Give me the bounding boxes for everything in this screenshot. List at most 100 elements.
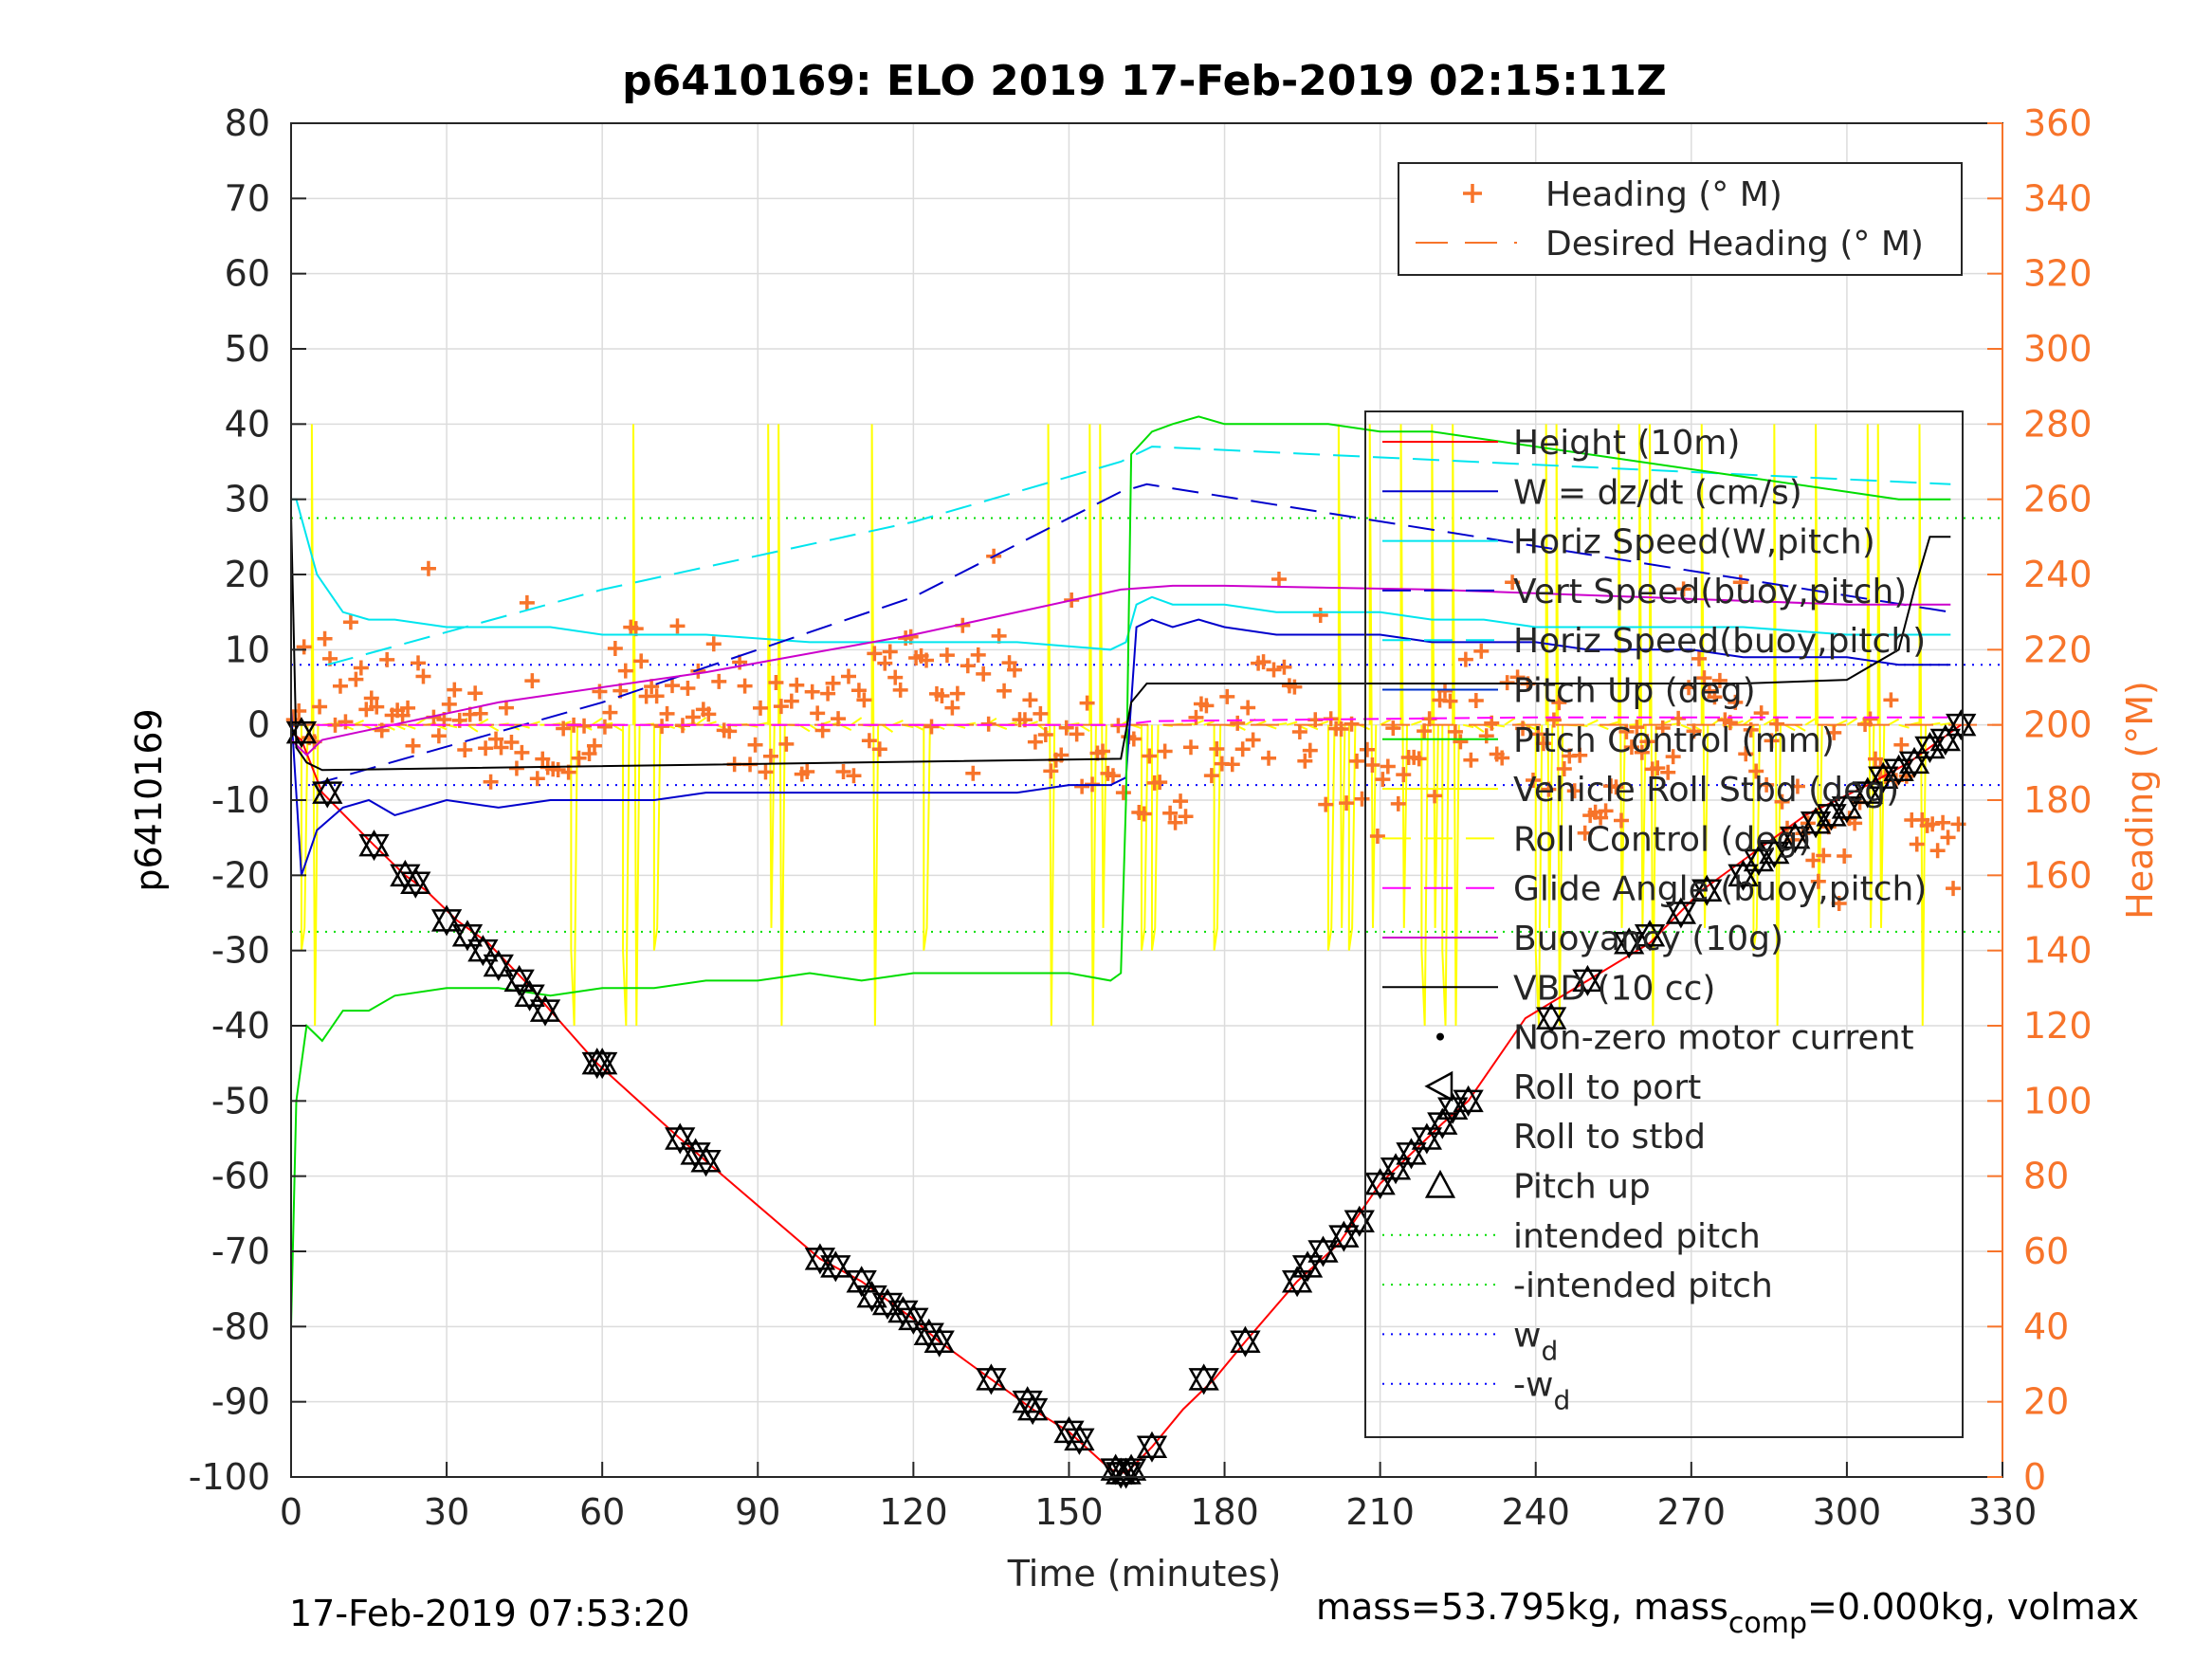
heading-point (1209, 740, 1225, 757)
heading-point (633, 653, 649, 669)
pitch-up-marker (1868, 761, 1899, 789)
heading-point (1349, 753, 1365, 769)
heading-point (415, 668, 431, 684)
pitch-up-marker (1437, 1092, 1469, 1121)
y-tick-label: -70 (211, 1231, 270, 1272)
heading-point (1333, 721, 1349, 738)
heading-point (457, 742, 473, 758)
heading-point (411, 655, 427, 671)
heading-point (820, 685, 836, 702)
x-tick-label: 150 (1034, 1491, 1104, 1533)
y-right-tick-label: 340 (2023, 177, 2093, 219)
y-tick-label: 30 (225, 479, 270, 520)
heading-point (1240, 700, 1256, 716)
heading-point (649, 688, 665, 704)
heading-point (1530, 726, 1546, 742)
heading-point (825, 675, 841, 691)
heading-point (1623, 739, 1639, 756)
heading-point (1266, 662, 1282, 678)
y-right-tick-label: 160 (2023, 854, 2093, 896)
heading-point (400, 700, 416, 716)
roll-marker (467, 939, 499, 967)
pitch-up-marker (1831, 792, 1863, 819)
heading-point (519, 594, 535, 611)
heading-point (1178, 809, 1194, 825)
legend-label: intended pitch (1513, 1217, 1761, 1256)
y-right-tick-label: 140 (2023, 930, 2093, 972)
heading-point (949, 685, 965, 702)
roll-marker (1634, 924, 1666, 952)
legend-label: Roll Control (deg) (1513, 820, 1811, 859)
roll-marker (1728, 864, 1759, 891)
pitch-up-marker (1380, 1153, 1412, 1180)
y-right-tick-label: 320 (2023, 253, 2093, 295)
roll-marker (846, 1269, 877, 1298)
pitch-up-marker (898, 1303, 929, 1331)
heading-point (1671, 710, 1687, 726)
heading-point (1152, 775, 1168, 791)
heading-point (1291, 723, 1307, 739)
roll-marker (1291, 1255, 1324, 1283)
heading-point (1691, 650, 1708, 666)
heading-point (1447, 723, 1463, 739)
pitch-up-marker (1665, 897, 1697, 924)
heading-point (1043, 763, 1059, 779)
heading-point (934, 688, 950, 704)
heading-point (1577, 825, 1593, 841)
heading-point (1940, 830, 1956, 846)
heading-point (296, 639, 312, 655)
roll-marker (1831, 796, 1863, 824)
heading-point (1660, 764, 1676, 780)
pitch-up-marker (1572, 964, 1603, 993)
heading-point (1188, 709, 1204, 725)
legend-label: -intended pitch (1513, 1267, 1773, 1305)
footer-mass-a: mass=53.795kg, mass (1316, 1586, 1728, 1628)
pitch-up-marker (1064, 1423, 1095, 1451)
heading-point (1935, 814, 1951, 830)
heading-point (1364, 757, 1380, 774)
heading-point (1339, 795, 1355, 811)
heading-point (1453, 734, 1469, 750)
roll-marker (358, 833, 390, 862)
heading-point (1359, 741, 1375, 757)
heading-point (939, 647, 955, 664)
heading-point (1826, 724, 1842, 740)
heading-point (1027, 734, 1043, 750)
heading-point (1665, 749, 1681, 765)
pitch-up-marker (1017, 1394, 1049, 1421)
pitch-up-marker (1230, 1325, 1261, 1353)
heading-point (617, 663, 633, 679)
heading-point (607, 640, 623, 656)
heading-point (871, 741, 887, 757)
x-tick-label: 270 (1657, 1491, 1727, 1533)
pitch-up-marker (1396, 1138, 1427, 1165)
heading-point (1157, 743, 1173, 759)
heading-point (1509, 669, 1526, 685)
heading-point (1219, 688, 1235, 704)
pitch-up-marker (1759, 837, 1790, 865)
heading-point (1711, 672, 1728, 688)
heading-point (778, 736, 795, 752)
pitch-up-marker (1929, 724, 1961, 752)
heading-point (965, 765, 981, 781)
heading-point (882, 644, 898, 660)
heading-point (1136, 806, 1152, 822)
pitch-up-marker (1110, 1457, 1142, 1485)
roll-marker (514, 984, 545, 1012)
y-tick-label: 20 (225, 554, 270, 595)
heading-point (970, 647, 986, 663)
heading-point (960, 658, 976, 674)
pitch-up-marker (1328, 1220, 1360, 1248)
heading-point (701, 706, 717, 722)
pitch-up-marker (1634, 920, 1666, 947)
heading-point (1115, 785, 1131, 801)
legend-label: W = dz/dt (cm/s) (1513, 473, 1802, 512)
heading-point (571, 750, 587, 766)
heading-point (483, 774, 499, 790)
series-glide-angle-buoy-pitch- (317, 716, 1951, 726)
heading-point (1162, 805, 1179, 821)
roll-marker (923, 1330, 955, 1358)
roll-marker (451, 924, 484, 952)
heading-point (535, 751, 551, 767)
